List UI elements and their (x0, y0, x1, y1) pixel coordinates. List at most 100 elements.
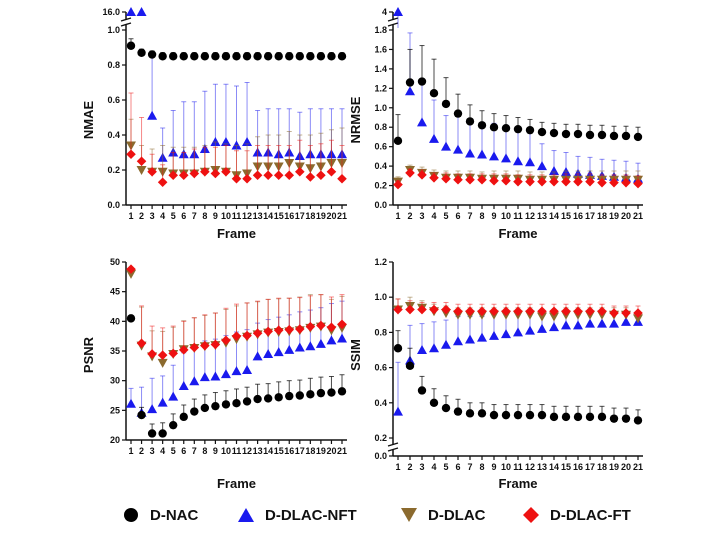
data-point (178, 381, 189, 391)
series-d-nac (126, 314, 347, 438)
x-tick-label: 14 (549, 211, 559, 221)
data-point (573, 320, 583, 330)
data-point (405, 304, 415, 315)
data-point (417, 345, 427, 354)
data-point (158, 429, 167, 438)
data-point (597, 412, 607, 422)
series-d-dlac-ft (126, 264, 347, 360)
y-tick-label: 0.4 (107, 130, 120, 140)
data-point (573, 412, 583, 422)
data-point (489, 306, 499, 317)
data-point (405, 86, 415, 96)
x-tick-label: 6 (455, 211, 460, 221)
x-tick-label: 1 (128, 211, 133, 221)
y-tick-label: 0.6 (107, 95, 120, 105)
data-point (147, 429, 157, 438)
data-point (513, 306, 523, 317)
data-point (585, 412, 595, 422)
data-point (633, 178, 643, 189)
data-point (573, 176, 583, 187)
data-point (477, 121, 487, 130)
data-point (405, 361, 415, 371)
data-point (537, 312, 547, 322)
data-point (525, 176, 535, 187)
data-point (137, 48, 146, 57)
x-tick-label: 21 (337, 211, 347, 221)
data-point (489, 330, 499, 340)
x-axis-title: Frame (498, 476, 537, 491)
series-d-nac (126, 38, 347, 61)
series-d-dlac-nft (393, 310, 643, 416)
data-point (263, 394, 273, 403)
data-point (561, 306, 571, 317)
data-point (147, 50, 157, 59)
data-point (231, 331, 242, 341)
data-point (306, 52, 315, 61)
x-tick-label: 1 (395, 462, 400, 472)
data-point (168, 348, 178, 359)
data-point (178, 345, 189, 355)
x-tick-label: 7 (192, 211, 197, 221)
axis-break-gap (388, 20, 398, 25)
data-point (561, 412, 571, 422)
data-point (417, 304, 427, 315)
x-tick-label: 21 (633, 462, 643, 472)
data-point (609, 131, 619, 141)
x-tick-label: 4 (160, 446, 165, 456)
data-point (453, 407, 463, 416)
x-tick-label: 15 (561, 211, 571, 221)
data-point (429, 398, 439, 407)
data-point (273, 347, 284, 357)
x-tick-label: 19 (609, 462, 619, 472)
x-tick-label: 1 (395, 211, 400, 221)
data-point (441, 99, 451, 109)
x-tick-label: 10 (501, 211, 511, 221)
data-point (189, 376, 200, 386)
data-point (221, 335, 231, 346)
x-tick-label: 13 (253, 446, 263, 456)
data-point (609, 308, 619, 318)
data-point (549, 128, 559, 138)
x-tick-label: 19 (609, 211, 619, 221)
data-point (316, 320, 326, 331)
x-tick-label: 2 (407, 462, 412, 472)
data-point (489, 410, 499, 420)
legend-label: D-NAC (150, 506, 199, 524)
x-tick-label: 11 (513, 462, 523, 472)
data-point (231, 173, 242, 184)
data-point (326, 335, 337, 345)
series-d-dlac-ft (126, 92, 347, 188)
x-tick-label: 8 (479, 462, 484, 472)
x-tick-label: 9 (491, 462, 496, 472)
x-tick-label: 1 (128, 446, 133, 456)
y-tick-label: 0.6 (374, 363, 387, 373)
data-point (242, 52, 252, 61)
data-point (126, 41, 136, 50)
data-point (585, 306, 595, 317)
data-point (621, 316, 631, 326)
data-point (441, 304, 451, 315)
x-tick-label: 5 (443, 462, 448, 472)
x-tick-label: 20 (326, 446, 336, 456)
legend-label: D-DLAC-FT (550, 506, 631, 524)
data-point (305, 341, 316, 351)
x-tick-label: 15 (561, 462, 571, 472)
x-tick-label: 7 (467, 462, 472, 472)
legend-label: D-DLAC (428, 506, 486, 524)
y-tick-label: 1.8 (374, 25, 387, 35)
x-tick-label: 12 (242, 211, 252, 221)
data-point (513, 410, 523, 420)
data-point (633, 132, 643, 142)
x-tick-label: 6 (181, 446, 186, 456)
data-point (537, 161, 547, 171)
data-point (477, 306, 487, 317)
data-point (210, 339, 221, 350)
x-tick-label: 14 (263, 446, 273, 456)
x-tick-label: 4 (160, 211, 165, 221)
x-tick-label: 12 (525, 211, 535, 221)
x-tick-label: 3 (150, 446, 155, 456)
data-point (295, 391, 304, 400)
x-tick-label: 18 (597, 211, 607, 221)
data-point (263, 52, 273, 61)
